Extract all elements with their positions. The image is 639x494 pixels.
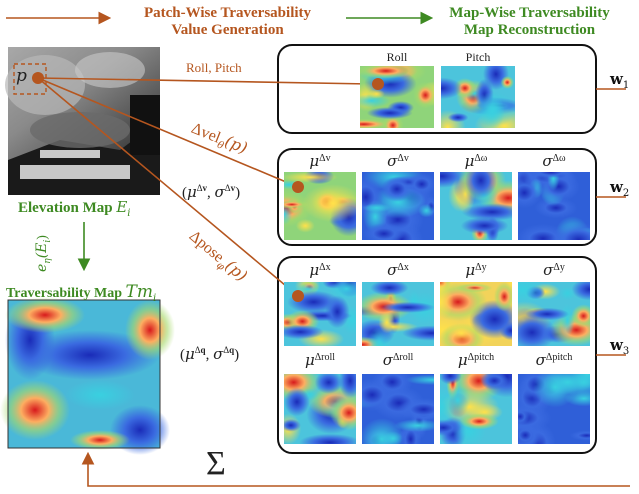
tile-group3-row2-2: [440, 374, 512, 444]
stage1-title-text: Patch-Wise Traversability Value Generatio…: [143, 5, 312, 38]
tile-label-group3-row1-3: σΔy: [543, 261, 565, 279]
patch-box: [13, 63, 47, 95]
elevation-map: [5, 47, 160, 195]
tile-group3-row2-1: [362, 374, 434, 444]
pose-params-label: (μΔq, σΔq): [180, 345, 240, 363]
tile-group3-row2-3: [518, 374, 590, 444]
stage2-title: Map-Wise Traversability Map Reconstructio…: [420, 5, 639, 39]
tile-label-pitch: Pitch: [465, 50, 491, 64]
tile-label-group2-0: μΔv: [309, 152, 331, 170]
weight-w1: w1: [610, 70, 630, 91]
tile-label-roll: Roll: [386, 50, 408, 64]
tile-group2-2: [440, 172, 512, 240]
group1-box: [277, 44, 597, 134]
encoder-function: eη(Ei): [34, 235, 53, 272]
tile-group3-row2-0: [284, 374, 356, 444]
tile-group3-row1-2: [440, 282, 512, 346]
tile-group3-row1-1: [362, 282, 434, 346]
elevation-map-label: Elevation Map Ei: [18, 198, 131, 219]
heatmap-tiles: [284, 66, 590, 444]
roll-pitch-label: Roll, Pitch: [186, 60, 242, 75]
tile-label-group3-row1-2: μΔy: [465, 261, 487, 279]
tile-roll: [360, 66, 434, 128]
vel-line: [37, 77, 299, 188]
tile-label-group3-row2-2: μΔpitch: [457, 351, 495, 369]
tile-label-group2-3: σΔω: [542, 152, 566, 170]
weight-w3: w3: [610, 336, 630, 357]
pose-line: [37, 77, 299, 297]
tile-label-group3-row2-0: μΔroll: [304, 351, 336, 369]
tile-group2-1: [362, 172, 434, 240]
stage2-title-text: Map-Wise Traversability Map Reconstructio…: [449, 5, 610, 38]
vel-params-label: (μΔv, σΔv): [182, 183, 241, 201]
tile-label-group3-row1-0: μΔx: [309, 261, 331, 279]
tile-group3-row1-0: [284, 282, 356, 346]
tile-label-group3-row2-3: σΔpitch: [535, 351, 573, 369]
vel-dot: [292, 181, 304, 193]
traversability-map-label: Traversability Map Tmi: [6, 282, 157, 304]
tile-group3-row1-3: [518, 282, 590, 346]
roll-dot: [372, 78, 384, 90]
tile-label-group2-2: μΔω: [464, 152, 488, 170]
tile-group2-3: [518, 172, 590, 240]
pose-dot: [292, 290, 304, 302]
weight-w2: w2: [610, 178, 630, 199]
sum-symbol: Σ: [206, 445, 226, 482]
stage1-title: Patch-Wise Traversability Value Generatio…: [110, 5, 345, 39]
patch-dot: [32, 72, 44, 84]
patch-symbol: p: [16, 66, 27, 86]
sum-feedback-arrow: [81, 451, 630, 487]
traversability-map: [0, 297, 175, 455]
tile-group2-0: [284, 172, 356, 240]
tile-pitch: [441, 66, 515, 128]
tile-label-group3-row2-1: σΔroll: [382, 351, 414, 369]
tile-label-group2-1: σΔv: [387, 152, 409, 170]
tile-label-group3-row1-1: σΔx: [387, 261, 409, 279]
roll-pitch-line: [37, 77, 371, 85]
